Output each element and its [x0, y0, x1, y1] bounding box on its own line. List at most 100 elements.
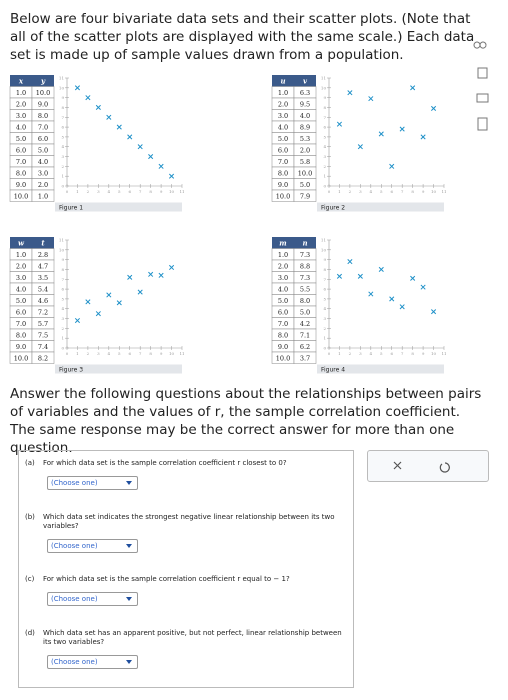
x-tick-label: 6: [390, 351, 393, 356]
table-value: 7.0: [16, 158, 26, 166]
question-text: For which data set is the sample correla…: [43, 575, 290, 583]
x-tick-label: 9: [422, 189, 425, 194]
table-cell: [293, 351, 317, 364]
table-value: 7.3: [300, 274, 310, 282]
x-tick-label: 11: [179, 351, 184, 356]
y-tick-label: 1: [61, 174, 64, 179]
y-tick-label: 3: [61, 316, 64, 321]
icon-video[interactable]: [476, 93, 489, 103]
icon-infinity[interactable]: [473, 41, 487, 49]
table-value: 2.0: [38, 181, 48, 189]
y-tick-label: 7: [61, 277, 64, 282]
table-header-bg: [272, 237, 316, 249]
y-tick-label: 6: [323, 287, 326, 292]
scatter-point: [158, 272, 164, 278]
x-tick-label: 8: [411, 189, 414, 194]
x-tick-label: 2: [349, 189, 352, 194]
table-header: w: [18, 239, 25, 248]
x-tick-label: 10: [431, 351, 437, 356]
x-tick-label: 9: [160, 351, 163, 356]
question: (b) Which data set indicates the stronges…: [25, 513, 347, 553]
x-tick-label: 8: [149, 189, 152, 194]
table-value: 9.5: [300, 101, 310, 109]
y-tick-label: 3: [323, 154, 326, 159]
x-tick-label: 5: [118, 351, 121, 356]
table-value: 7.4: [38, 343, 48, 351]
table-value: 4.2: [300, 320, 310, 328]
icon-calc[interactable]: [477, 117, 488, 131]
y-tick-label: 1: [61, 336, 64, 341]
y-tick-label: 7: [61, 115, 64, 120]
table-value: 10.0: [14, 193, 28, 201]
intro: Below are four bivariate data sets and t…: [10, 11, 475, 63]
table-value: 4.7: [38, 263, 48, 271]
answer-dropdown[interactable]: (Choose one): [47, 476, 138, 490]
y-tick-label: 6: [61, 125, 64, 130]
x-tick-label: 0: [66, 189, 69, 194]
clear-button[interactable]: [393, 461, 402, 470]
table-value: 4.0: [16, 124, 26, 132]
x-tick-label: 3: [97, 351, 100, 356]
y-tick-label: 1: [323, 174, 326, 179]
scatter-point: [336, 121, 343, 127]
table-value: 10.0: [276, 355, 290, 363]
y-tick-label: 7: [323, 277, 326, 282]
table-value: 5.0: [38, 147, 48, 155]
table-header-bg: [272, 75, 316, 87]
y-tick-label: 10: [59, 247, 65, 252]
caption-bar: [55, 364, 182, 374]
question-text: Which data set indicates the strongest n…: [43, 513, 335, 530]
table-value: 2.0: [278, 263, 288, 271]
table-value: 8.0: [300, 297, 310, 305]
icon-doc[interactable]: [477, 67, 488, 79]
table-value: 3.0: [38, 170, 48, 178]
table-value: 2.0: [278, 101, 288, 109]
x-tick-label: 1: [76, 351, 79, 356]
table-value: 3.0: [16, 274, 26, 282]
table-value: 4.0: [300, 112, 310, 120]
action-panel: [367, 450, 489, 482]
x-tick-label: 7: [139, 351, 142, 356]
question-label: (d): [25, 629, 35, 637]
x-tick-label: 8: [411, 351, 414, 356]
answer-dropdown[interactable]: (Choose one): [47, 592, 138, 606]
y-tick-label: 8: [323, 267, 326, 272]
x-tick-label: 10: [431, 189, 437, 194]
table-value: 1.0: [16, 251, 26, 259]
y-tick-label: 3: [323, 316, 326, 321]
y-tick-label: 0: [323, 184, 326, 189]
y-tick-label: 6: [323, 125, 326, 130]
x-tick-label: 2: [349, 351, 352, 356]
scatter-point: [95, 311, 101, 317]
answer-dropdown[interactable]: (Choose one): [47, 655, 138, 669]
scatter-point: [420, 284, 426, 290]
answer-dropdown[interactable]: (Choose one): [47, 539, 138, 553]
scatter-point: [106, 292, 112, 298]
scatter-point: [399, 304, 405, 310]
table-value: 3.0: [16, 112, 26, 120]
table-value: 2.0: [300, 147, 310, 155]
table-value: 1.0: [278, 89, 288, 97]
table-value: 5.0: [300, 181, 310, 189]
x-tick-label: 9: [160, 189, 163, 194]
table-value: 5.0: [300, 309, 310, 317]
question-label: (c): [25, 575, 35, 583]
table-value: 3.0: [278, 274, 288, 282]
reset-button[interactable]: [439, 462, 450, 473]
scatter-point: [410, 85, 416, 91]
question-text: Which data set has an apparent positive,…: [43, 629, 342, 646]
scatter-point: [347, 90, 353, 96]
table-value: 9.0: [278, 343, 288, 351]
scatter-point: [74, 85, 81, 91]
caption-bar: [317, 202, 444, 212]
x-tick-label: 9: [422, 351, 425, 356]
scatter-point: [430, 105, 437, 111]
table-value: 7.0: [278, 158, 288, 166]
x-tick-label: 6: [390, 189, 393, 194]
x-tick-label: 8: [149, 351, 152, 356]
scatter-point: [430, 309, 437, 315]
table-cell: [31, 351, 55, 364]
y-tick-label: 11: [59, 238, 64, 243]
table-value: 9.0: [38, 101, 48, 109]
y-tick-label: 5: [61, 134, 64, 139]
